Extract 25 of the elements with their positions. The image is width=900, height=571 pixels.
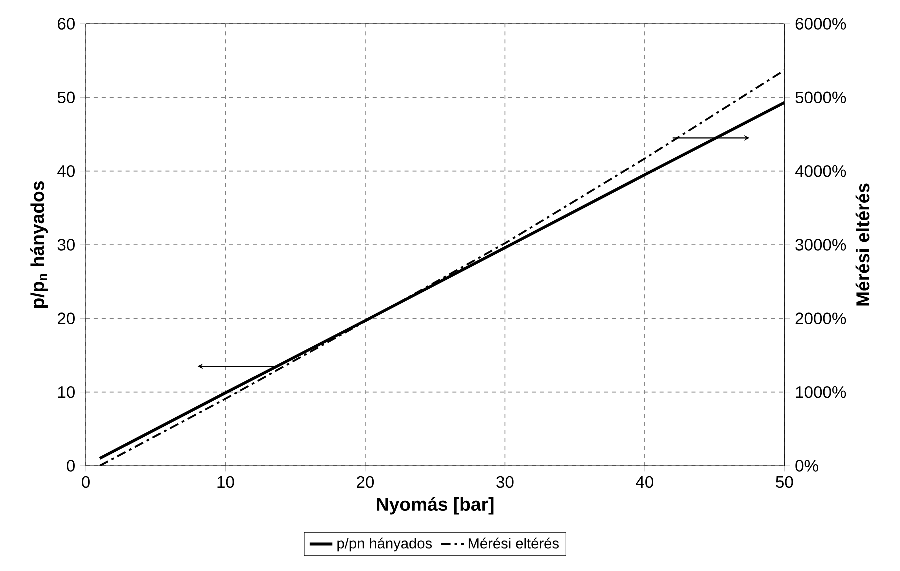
x-tick-label: 0 bbox=[82, 476, 90, 488]
x-axis-title: Nyomás [bar] bbox=[377, 497, 494, 515]
legend-label: p/pn hányados bbox=[338, 538, 432, 552]
y-tick-label: 0 bbox=[67, 460, 75, 472]
y2-tick-label: 5000% bbox=[796, 92, 846, 104]
y-tick-label: 10 bbox=[58, 386, 75, 398]
y-tick-label: 30 bbox=[58, 239, 75, 251]
y2-tick-label: 3000% bbox=[796, 239, 846, 251]
x-tick-label: 30 bbox=[496, 476, 514, 488]
y-tick-label: 40 bbox=[58, 165, 75, 178]
legend-label: Mérési eltérés bbox=[468, 538, 559, 549]
x-tick-label: 10 bbox=[218, 476, 234, 488]
y2-axis-title: Mérési eltérés bbox=[856, 184, 870, 306]
x-tick-label: 20 bbox=[357, 476, 374, 488]
y2-tick-label: 0% bbox=[796, 460, 818, 472]
y-tick-label: 20 bbox=[58, 312, 75, 325]
y2-tick-label: 2000% bbox=[796, 312, 846, 325]
y-axis-title: p/p$_{n}$ hányados bbox=[30, 182, 48, 308]
y-tick-label: 60 bbox=[58, 18, 75, 30]
x-tick-label: 40 bbox=[636, 476, 654, 488]
y2-tick-label: 6000% bbox=[796, 18, 846, 30]
y2-tick-label: 4000% bbox=[795, 165, 846, 178]
y-tick-label: 50 bbox=[58, 92, 75, 104]
x-tick-label: 50 bbox=[776, 476, 794, 488]
y2-tick-label: 1000% bbox=[796, 386, 846, 398]
